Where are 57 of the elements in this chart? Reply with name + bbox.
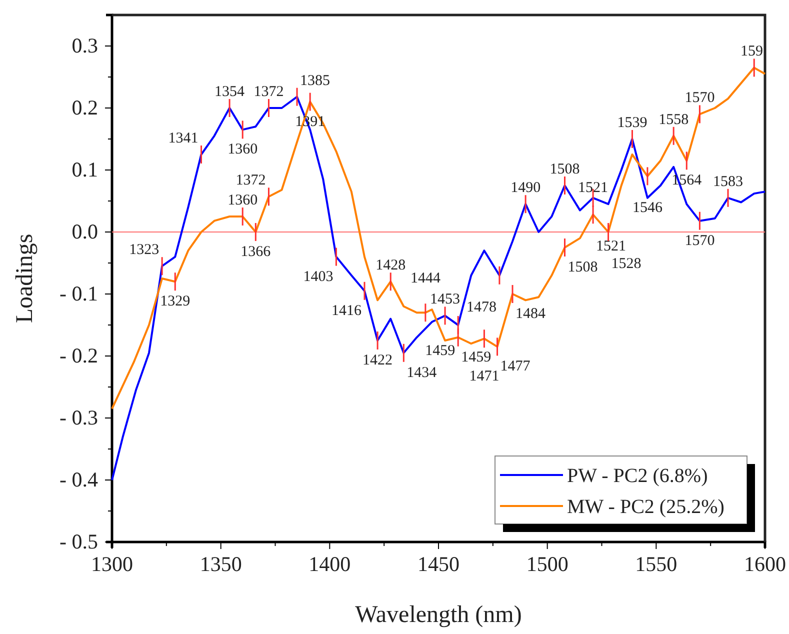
- x-tick-label: 1550: [635, 552, 678, 576]
- annotation: 1360: [228, 142, 258, 158]
- y-tick-label: 0.3: [72, 34, 98, 58]
- annotation: 1484: [516, 306, 546, 322]
- x-tick-label: 1400: [308, 552, 351, 576]
- line-series: [111, 66, 766, 410]
- x-axis-title: Wavelength (nm): [355, 602, 522, 628]
- annotation: 1385: [300, 72, 330, 89]
- annotation: 1539: [617, 115, 648, 131]
- y-tick-label: - 0.2: [60, 344, 98, 368]
- y-tick-label: - 0.5: [60, 530, 98, 554]
- annotation: 1521: [578, 180, 608, 196]
- annotation: 1528: [611, 256, 642, 272]
- annotation: 1478: [466, 299, 496, 316]
- annotation: 1459: [461, 349, 492, 366]
- annotation: 1428: [376, 258, 406, 274]
- annotation: 1354: [214, 84, 246, 100]
- annotation: 1416: [331, 302, 362, 319]
- annotation: 1372: [236, 172, 266, 189]
- legend-label: MW - PC2 (25.2%): [567, 496, 724, 518]
- annotation: 1583: [712, 174, 743, 190]
- y-axis-title: Loadings: [12, 234, 38, 324]
- x-tick-label: 1300: [91, 552, 133, 576]
- annotation: 1444: [410, 270, 441, 287]
- y-tick-label: 0.2: [72, 96, 98, 120]
- annotation: 1434: [406, 364, 438, 381]
- x-tick-label: 1500: [526, 552, 568, 576]
- annotation: 1372: [254, 84, 284, 100]
- annotation: 1570: [684, 90, 715, 106]
- y-tick-label: - 0.4: [60, 468, 98, 492]
- y-tick-label: - 0.3: [60, 406, 98, 430]
- annotation: 159: [740, 44, 763, 60]
- legend-label: PW - PC2 (6.8%): [567, 465, 708, 487]
- annotation: 1341: [168, 130, 198, 146]
- annotation: 1477: [500, 358, 531, 375]
- annotation: 1490: [510, 180, 541, 196]
- annotation: 1329: [160, 294, 190, 310]
- y-tick-label: - 0.1: [60, 282, 98, 306]
- annotation: 1459: [425, 343, 456, 359]
- x-tick-label: 1350: [200, 552, 242, 576]
- y-tick-label: 0.0: [72, 220, 98, 244]
- x-tick-label: 1450: [418, 552, 460, 576]
- annotation: 1546: [632, 200, 663, 216]
- annotation: 1422: [362, 352, 393, 368]
- annotation: 1508: [550, 162, 580, 178]
- annotation: 1366: [240, 244, 272, 260]
- y-tick-label: 0.1: [72, 158, 98, 182]
- annotation: 1570: [684, 232, 715, 249]
- annotation: 1521: [596, 238, 626, 255]
- annotation: 1471: [469, 368, 500, 385]
- annotation: 1508: [568, 260, 598, 276]
- annotation: 1403: [303, 268, 334, 285]
- annotation: 1360: [228, 192, 258, 208]
- annotation: 1558: [658, 112, 689, 128]
- x-tick-label: 1600: [744, 552, 786, 576]
- annotation: 1453: [430, 292, 460, 308]
- annotation: 1323: [129, 242, 160, 258]
